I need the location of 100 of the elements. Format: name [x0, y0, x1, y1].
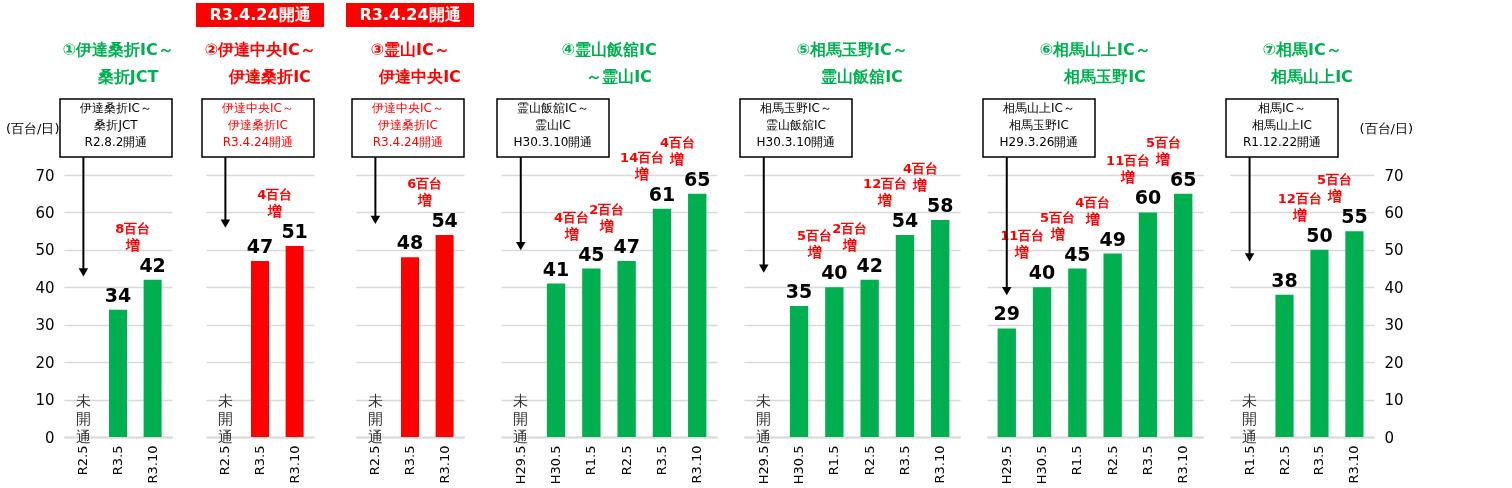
text: 5百台 — [1145, 134, 1181, 150]
bar — [1032, 287, 1052, 437]
text: 伊達桑折IC — [228, 118, 288, 132]
annotation: 増 — [416, 191, 432, 208]
bar — [617, 261, 636, 437]
text: R3.4.24開通 — [372, 135, 444, 149]
annotation: 増 — [1120, 169, 1136, 186]
text: 伊達桑折IC — [378, 118, 438, 132]
annotation: 増 — [124, 236, 140, 253]
y-tick-label: 10 — [1384, 391, 1404, 410]
text: 増 — [669, 150, 685, 167]
chart-title: ⑦相馬IC～ — [1262, 40, 1342, 59]
text: H30.3.10開通 — [756, 135, 836, 149]
annotation: 5百台 — [1040, 209, 1076, 225]
y-tick-label: 0 — [44, 428, 55, 447]
annotation: 12百台 — [1277, 190, 1322, 206]
bar — [860, 279, 879, 437]
data-label: 42 — [139, 253, 166, 276]
bar — [1345, 231, 1364, 437]
x-tick-label: H30.5 — [1034, 445, 1050, 485]
text: 14百台 — [620, 149, 665, 165]
chart-subtitle: ～霊山IC — [586, 67, 652, 86]
annotation: 増 — [806, 244, 822, 261]
annotation: 6百台 — [407, 175, 443, 191]
x-tick-label: R2.5 — [861, 445, 877, 476]
data-label: 61 — [648, 182, 676, 205]
x-tick-label: R3.5 — [896, 445, 912, 476]
data-label: 60 — [1134, 186, 1162, 209]
annotation: 増 — [877, 191, 893, 208]
x-tick-label: H30.5 — [548, 445, 564, 485]
chart-title: ⑥相馬山上IC～ — [1039, 40, 1151, 59]
text: 相馬山上IC～ — [1003, 101, 1075, 115]
annotation: 2百台 — [589, 202, 625, 218]
x-tick-label: R3.5 — [1311, 445, 1327, 476]
text: 相馬玉野IC — [1009, 118, 1069, 132]
data-label: 55 — [1341, 205, 1368, 228]
chart-subtitle: 伊達中央IC — [378, 67, 461, 86]
chart-title: ③霊山IC～ — [370, 40, 450, 59]
y-tick-label: 10 — [35, 391, 55, 410]
annotation: 未開通 — [75, 392, 91, 446]
text: 霊山飯舘IC～ — [517, 101, 589, 115]
x-tick-label: R2.5 — [75, 445, 91, 476]
y-tick-label: 70 — [1384, 166, 1404, 185]
text: 相馬IC～ — [1258, 101, 1306, 115]
text: 相馬山上IC — [1252, 118, 1312, 132]
data-label: 54 — [431, 208, 458, 231]
bar — [931, 219, 950, 437]
x-tick-label: R3.5 — [402, 445, 417, 476]
chart-title: ①伊達桑折IC～ — [62, 40, 174, 59]
annotation: 増 — [1014, 244, 1030, 261]
annotation: 増 — [1326, 188, 1342, 205]
text: R2.8.2開通 — [84, 135, 148, 149]
bar — [1068, 268, 1087, 437]
annotation: 増 — [266, 203, 282, 220]
bar — [546, 283, 566, 437]
chart-title: ④霊山飯舘IC — [561, 40, 657, 59]
x-tick-label: R2.5 — [618, 445, 634, 476]
bar — [1174, 193, 1193, 437]
text: R3.4.24開通 — [222, 135, 294, 149]
x-tick-label: R2.5 — [217, 445, 233, 476]
y-tick-label: 20 — [35, 353, 55, 372]
data-label: 40 — [821, 261, 848, 284]
x-tick-label: R3.5 — [252, 445, 267, 476]
bar — [997, 328, 1016, 437]
annotation: 増 — [563, 225, 579, 242]
x-tick-label: H30.5 — [791, 445, 807, 485]
annotation: 4百台 — [1075, 194, 1111, 210]
x-tick-label: H29.5 — [512, 445, 528, 485]
bar — [895, 234, 915, 437]
y-tick-label: 0 — [1384, 428, 1395, 447]
text: H30.3.10開通 — [513, 135, 593, 149]
text: R3.4.24開通 — [209, 5, 312, 24]
text: 伊達中央IC～ — [372, 101, 444, 115]
annotation: 増 — [1291, 206, 1307, 223]
annotation: 増 — [841, 236, 857, 253]
data-label: 50 — [1306, 223, 1333, 246]
text: R3.4.24開通 — [359, 5, 462, 24]
data-label: 29 — [993, 302, 1020, 325]
y-tick-label: 50 — [1384, 241, 1404, 260]
annotation: 4百台 — [902, 160, 938, 176]
x-tick-label: R3.10 — [286, 445, 302, 484]
annotation: 12百台 — [863, 175, 908, 191]
bar — [1275, 294, 1294, 437]
chart-subtitle: 伊達桑折IC — [228, 67, 311, 86]
chart-subtitle: 桑折JCT — [96, 67, 159, 86]
data-label: 54 — [891, 208, 919, 231]
annotation: 増 — [1049, 225, 1065, 242]
y-tick-label: 70 — [35, 166, 55, 185]
bar — [652, 208, 672, 437]
bar — [582, 268, 601, 437]
data-label: 35 — [785, 280, 813, 302]
annotation: 8百台 — [115, 220, 151, 236]
y-tick-label: 40 — [1384, 278, 1404, 297]
x-tick-label: R2.5 — [1276, 445, 1292, 476]
x-tick-label: R3.5 — [110, 445, 125, 476]
x-tick-label: R3.10 — [436, 445, 452, 484]
data-label: 40 — [1028, 261, 1056, 284]
annotation: 未開通 — [513, 392, 529, 446]
bar — [1103, 253, 1122, 437]
annotation: 増 — [598, 218, 614, 235]
